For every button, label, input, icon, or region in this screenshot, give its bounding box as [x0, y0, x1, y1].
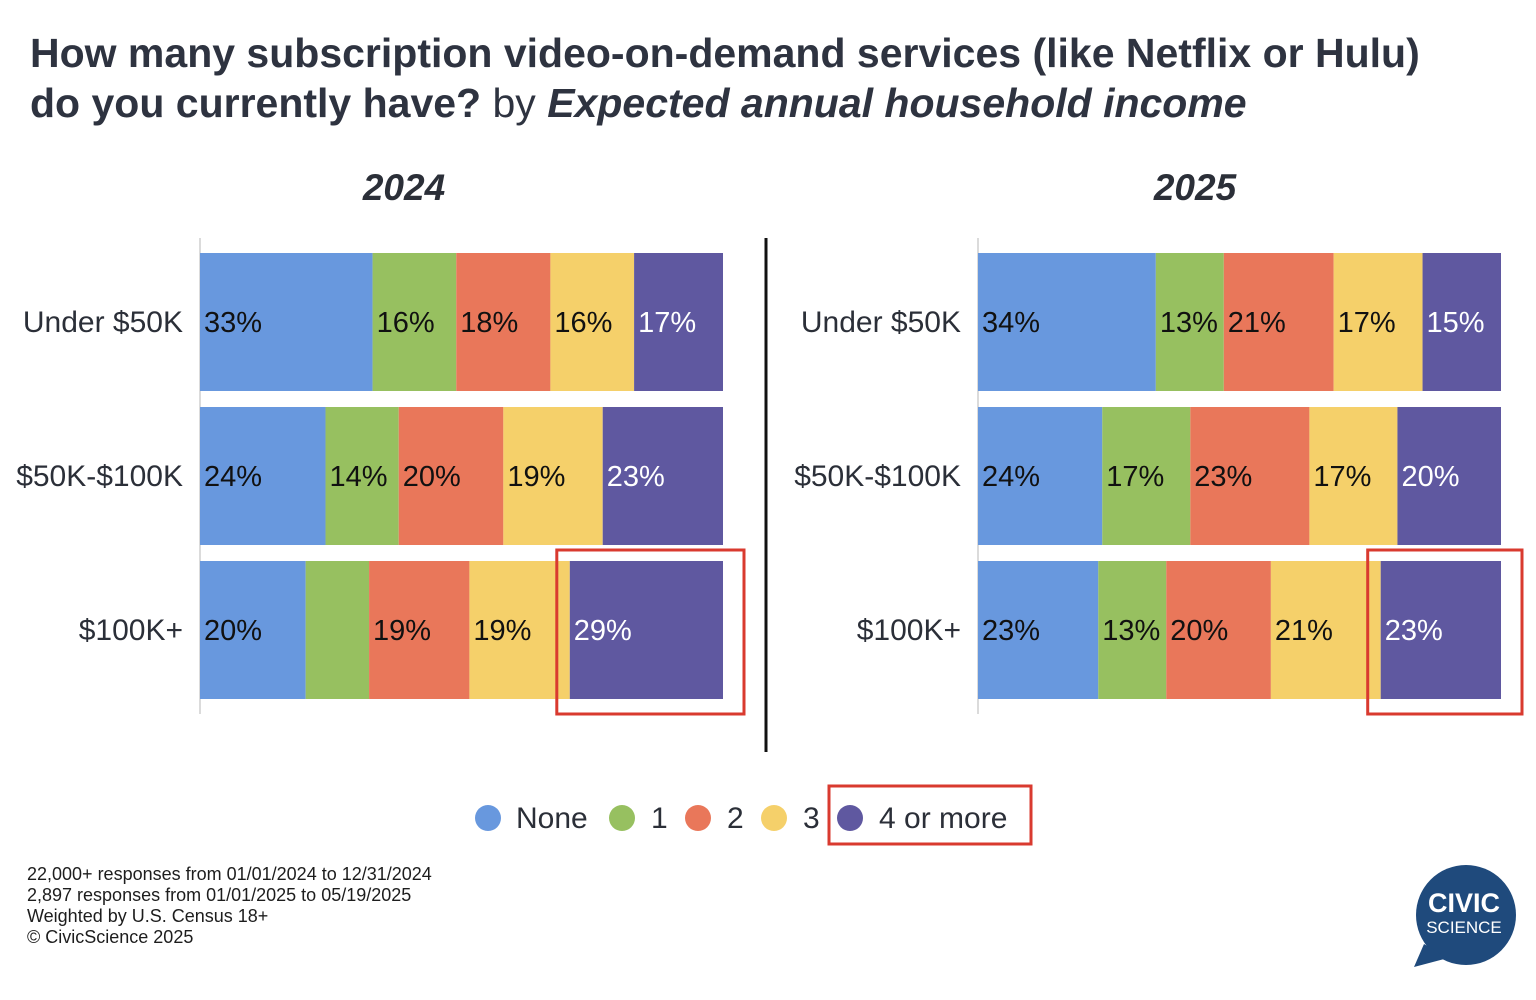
legend-highlight-box: [827, 784, 1033, 846]
data-label: 20%: [204, 615, 262, 647]
data-label: 14%: [330, 461, 388, 493]
bar-segment: [200, 561, 306, 699]
bar-segment: [469, 561, 570, 699]
panel-title: 2025: [1153, 167, 1238, 208]
bar-segment: [1309, 407, 1398, 545]
bar-segment: [978, 407, 1103, 545]
data-label: 24%: [982, 461, 1040, 493]
legend-label: 1: [651, 802, 668, 835]
bar-segment: [1166, 561, 1271, 699]
bar-segment: [978, 253, 1156, 391]
data-label: 17%: [1106, 461, 1164, 493]
bar-segment: [550, 253, 635, 391]
legend-marker: [685, 805, 711, 831]
footnote-line: 2,897 responses from 01/01/2025 to 05/19…: [27, 885, 412, 905]
title-line-1: How many subscription video-on-demand se…: [30, 30, 1420, 76]
legend-label: 4 or more: [879, 802, 1007, 835]
bar-segment: [1397, 407, 1501, 545]
bar-segment: [1155, 253, 1224, 391]
bar-segment: [602, 407, 723, 545]
category-label: $50K-$100K: [794, 460, 961, 493]
title-line-2: do you currently have? by Expected annua…: [30, 78, 1520, 128]
bar-segment: [1333, 253, 1423, 391]
bar-segment: [372, 253, 457, 391]
data-label: 21%: [1228, 307, 1286, 339]
data-label: 19%: [373, 615, 431, 647]
logo-text-science: SCIENCE: [1426, 918, 1502, 937]
bar-segment: [456, 253, 551, 391]
highlight-box: [1366, 548, 1524, 716]
bar-segment: [398, 407, 504, 545]
title-question: do you currently have?: [30, 80, 482, 126]
data-label: 20%: [1170, 615, 1228, 647]
bar-segment: [1270, 561, 1381, 699]
bar-segment: [1223, 253, 1334, 391]
data-label: 16%: [377, 307, 435, 339]
data-label: 17%: [1338, 307, 1396, 339]
data-label: 16%: [554, 307, 612, 339]
chart-title: How many subscription video-on-demand se…: [30, 28, 1520, 128]
category-label: $100K+: [79, 614, 183, 647]
footnote-line: 22,000+ responses from 01/01/2024 to 12/…: [27, 864, 432, 884]
data-label: 17%: [638, 307, 696, 339]
bar-segment: [1190, 407, 1310, 545]
bar-segment: [305, 561, 370, 699]
data-label: 13%: [1102, 615, 1160, 647]
bar-segment: [1422, 253, 1501, 391]
legend-marker: [609, 805, 635, 831]
title-by: by: [481, 80, 548, 126]
category-label: $50K-$100K: [16, 460, 183, 493]
data-label: 17%: [1313, 461, 1371, 493]
footnote-line: Weighted by U.S. Census 18+: [27, 906, 269, 926]
data-label: 23%: [1194, 461, 1252, 493]
legend-label: None: [516, 802, 588, 835]
data-label: 29%: [574, 615, 632, 647]
category-label: Under $50K: [801, 306, 961, 339]
data-label: 13%: [1160, 307, 1218, 339]
bar-segment: [325, 407, 399, 545]
bar-segment: [503, 407, 603, 545]
highlight-box: [555, 548, 746, 716]
data-label: 34%: [982, 307, 1040, 339]
bar-segment: [634, 253, 723, 391]
data-label: 33%: [204, 307, 262, 339]
panel-title: 2024: [362, 167, 445, 208]
legend-label: 2: [727, 802, 744, 835]
bar-segment: [1102, 407, 1191, 545]
title-grouping: Expected annual household income: [547, 80, 1247, 126]
bar-segment: [1380, 561, 1501, 699]
data-label: 23%: [607, 461, 665, 493]
category-label: Under $50K: [23, 306, 183, 339]
category-label: $100K+: [857, 614, 961, 647]
bar-segment: [978, 561, 1099, 699]
data-label: 24%: [204, 461, 262, 493]
bar-segment: [200, 253, 373, 391]
data-label: 23%: [1385, 615, 1443, 647]
bar-segment: [369, 561, 470, 699]
logo-text-civic: CIVIC: [1427, 888, 1500, 918]
data-label: 15%: [1427, 307, 1485, 339]
bar-segment: [200, 407, 326, 545]
legend-marker: [837, 805, 863, 831]
legend-label: 3: [803, 802, 820, 835]
legend-marker: [475, 805, 501, 831]
civicscience-logo-icon: [1414, 865, 1516, 967]
data-label: 18%: [460, 307, 518, 339]
data-label: 21%: [1275, 615, 1333, 647]
footnotes: 22,000+ responses from 01/01/2024 to 12/…: [27, 864, 432, 948]
data-label: 20%: [1401, 461, 1459, 493]
data-label: 23%: [982, 615, 1040, 647]
data-label: 19%: [473, 615, 531, 647]
data-label: 19%: [507, 461, 565, 493]
bar-segment: [1098, 561, 1167, 699]
footnote-line: © CivicScience 2025: [27, 927, 194, 947]
data-label: 20%: [403, 461, 461, 493]
legend-marker: [761, 805, 787, 831]
bar-segment: [569, 561, 723, 699]
